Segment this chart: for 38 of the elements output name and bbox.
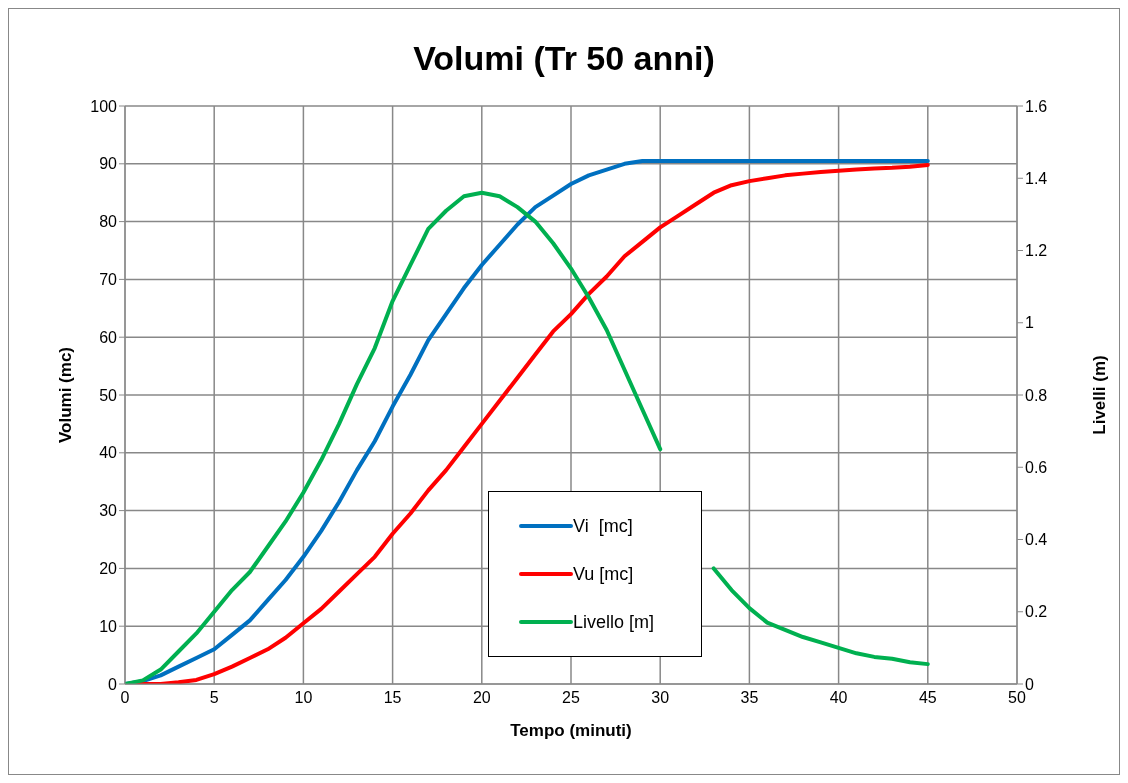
y-axis-title: Volumi (mc)	[56, 346, 76, 444]
x-tick-label: 30	[651, 689, 670, 707]
x-tick-label: 15	[383, 689, 402, 707]
x-tick-label: 5	[209, 689, 219, 707]
legend-label: Livello [m]	[573, 611, 655, 633]
y2-tick-label: 1.2	[1025, 242, 1048, 260]
y2-tick-label: 0.8	[1025, 386, 1048, 404]
x-tick-label: 0	[120, 689, 130, 707]
x-tick-label: 20	[472, 689, 491, 707]
x-tick-label: 45	[918, 689, 937, 707]
x-tick-label: 50	[1008, 689, 1026, 707]
y-tick-label: 70	[99, 271, 118, 289]
y-tick-label: 60	[99, 328, 118, 346]
y-tick-label: 40	[99, 444, 118, 462]
x-axis-title: Tempo (minuti)	[510, 721, 632, 740]
y2-tick-label: 1.4	[1025, 169, 1048, 187]
y2-tick-label: 1	[1025, 314, 1034, 332]
y-tick-label: 30	[99, 502, 118, 520]
y-tick-label: 90	[99, 155, 118, 173]
y2-tick-label: 0.2	[1025, 603, 1048, 621]
chart-title: Volumi (Tr 50 anni)	[412, 39, 716, 78]
y2-tick-label: 1.6	[1025, 97, 1048, 115]
y-tick-label: 10	[99, 617, 118, 635]
y2-tick-label: 0.6	[1025, 458, 1048, 476]
x-tick-label: 40	[829, 689, 848, 707]
x-tick-label: 10	[294, 689, 313, 707]
legend-label: Vi [mc]	[573, 515, 633, 537]
y-tick-label: 80	[99, 213, 118, 231]
x-tick-label: 25	[562, 689, 580, 707]
y2-axis-title: Livelli (m)	[1090, 355, 1110, 435]
y-tick-label: 0	[108, 675, 118, 693]
legend-label: Vu [mc]	[573, 563, 634, 585]
y-tick-label: 100	[90, 97, 118, 115]
y-tick-label: 50	[99, 386, 118, 404]
y-tick-label: 20	[99, 560, 118, 578]
y2-tick-label: 0.4	[1025, 531, 1048, 549]
y2-tick-label: 0	[1025, 675, 1034, 693]
x-tick-label: 35	[740, 689, 759, 707]
